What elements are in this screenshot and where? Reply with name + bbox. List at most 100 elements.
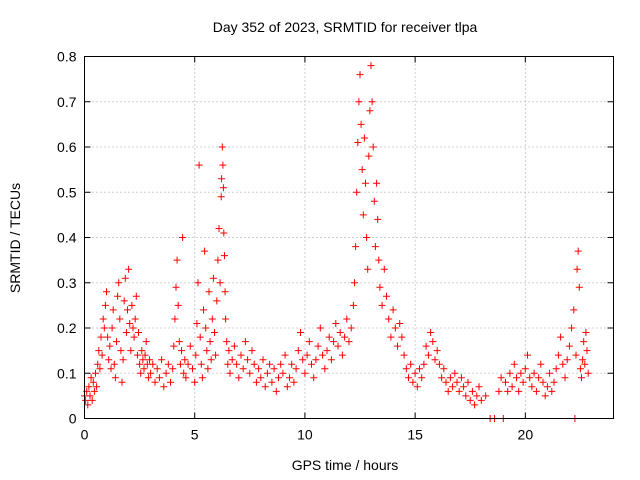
data-point — [222, 315, 230, 323]
data-point — [85, 383, 93, 391]
data-point — [281, 351, 289, 359]
data-point — [173, 256, 181, 264]
data-point — [552, 365, 560, 373]
data-point — [387, 333, 395, 341]
data-point — [218, 143, 226, 151]
x-tick-label: 5 — [191, 427, 199, 443]
data-point — [325, 333, 333, 341]
data-point — [310, 374, 318, 382]
data-point — [554, 351, 562, 359]
data-point — [217, 193, 225, 201]
y-tick-label: 0.1 — [57, 365, 77, 381]
data-point — [573, 265, 581, 273]
x-tick-label: 0 — [81, 427, 89, 443]
x-tick-label: 15 — [407, 427, 423, 443]
data-point — [570, 306, 578, 314]
data-point — [312, 356, 320, 364]
data-point — [362, 179, 369, 187]
data-point — [239, 365, 247, 373]
chart-title: Day 352 of 2023, SRMTID for receiver tlp… — [213, 19, 478, 35]
data-point — [158, 356, 166, 364]
data-point — [131, 315, 139, 323]
y-axis-label: SRMTID / TECUs — [7, 183, 23, 293]
data-point — [193, 320, 201, 327]
data-point — [368, 98, 376, 106]
data-point — [228, 356, 236, 364]
data-point — [579, 356, 587, 364]
data-point — [559, 360, 567, 368]
data-point — [369, 143, 377, 151]
data-point — [495, 387, 503, 395]
data-point — [182, 374, 190, 382]
data-point — [411, 369, 419, 377]
data-point — [299, 356, 307, 364]
data-point — [574, 247, 582, 255]
data-point — [213, 297, 221, 305]
data-point — [113, 338, 120, 346]
data-point — [460, 383, 468, 391]
data-point — [468, 387, 476, 395]
data-point — [528, 383, 536, 391]
data-point — [104, 333, 112, 341]
data-point — [179, 234, 187, 241]
data-point — [189, 365, 196, 373]
data-point — [497, 374, 505, 382]
x-tick-label: 20 — [518, 427, 534, 443]
data-point — [535, 374, 543, 382]
data-point — [517, 369, 525, 377]
data-point — [226, 369, 234, 377]
data-point — [114, 292, 122, 300]
data-point — [506, 369, 514, 377]
data-point — [94, 360, 102, 368]
data-point — [96, 365, 104, 373]
data-point — [409, 378, 417, 386]
data-point — [97, 333, 105, 341]
data-point — [508, 383, 516, 391]
data-point — [119, 356, 127, 364]
data-point — [171, 315, 179, 323]
data-point — [204, 365, 212, 373]
data-point — [270, 365, 278, 373]
data-point — [539, 378, 547, 386]
data-point — [175, 338, 183, 346]
data-point — [424, 351, 432, 359]
data-point — [345, 338, 353, 346]
data-point — [385, 315, 393, 323]
x-axis-label: GPS time / hours — [292, 457, 399, 473]
data-point — [303, 351, 311, 359]
data-point — [433, 347, 441, 355]
data-point — [176, 360, 184, 368]
data-point — [356, 71, 364, 79]
data-point — [139, 356, 147, 364]
y-tick-label: 0.8 — [57, 49, 77, 65]
data-point — [164, 360, 172, 368]
data-point — [125, 265, 133, 273]
y-tick-label: 0.6 — [57, 139, 77, 155]
data-point — [257, 374, 265, 382]
data-point — [268, 378, 276, 386]
data-point — [90, 387, 98, 395]
data-point — [578, 374, 585, 382]
data-point — [259, 356, 267, 364]
data-point — [561, 374, 569, 382]
data-point — [84, 401, 92, 409]
data-point — [201, 247, 209, 255]
data-point — [195, 161, 203, 169]
data-point — [109, 306, 117, 314]
data-point — [233, 360, 241, 368]
data-point — [347, 324, 355, 332]
data-point — [557, 333, 565, 341]
data-point — [513, 374, 520, 382]
data-point — [360, 134, 368, 142]
data-point — [241, 338, 249, 346]
data-point — [214, 256, 222, 264]
data-point — [471, 401, 479, 409]
data-point — [364, 265, 372, 273]
data-point — [532, 387, 540, 395]
data-point — [167, 378, 174, 386]
data-point — [413, 383, 421, 391]
data-point — [515, 387, 523, 395]
data-point — [349, 301, 357, 309]
data-point — [117, 347, 125, 355]
data-point — [316, 324, 324, 332]
